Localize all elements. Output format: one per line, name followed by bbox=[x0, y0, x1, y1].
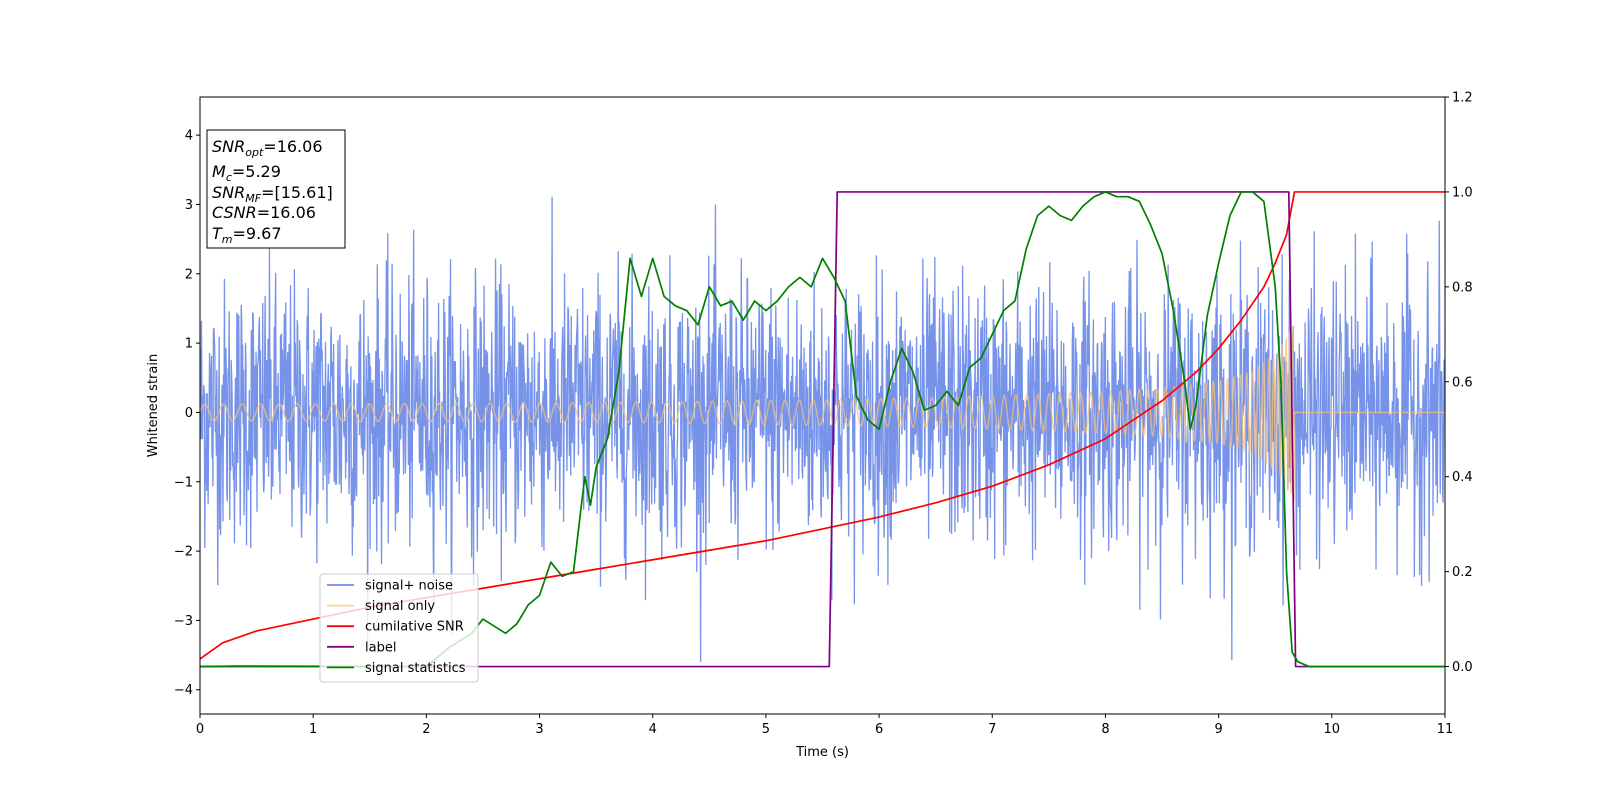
y-left-tick-label: −1 bbox=[174, 475, 193, 490]
annotation-subscript: m bbox=[222, 233, 233, 246]
legend-entry: cumilative SNR bbox=[327, 620, 464, 635]
x-tick-label: 10 bbox=[1324, 722, 1341, 737]
legend-frame bbox=[319, 573, 479, 683]
annotation-symbol: SNR bbox=[212, 137, 245, 156]
y-left-tick-label: 1 bbox=[185, 337, 193, 352]
legend-label: signal statistics bbox=[365, 661, 466, 676]
x-tick-label: 1 bbox=[309, 722, 317, 737]
legend-entry: signal only bbox=[327, 599, 435, 614]
y-right-tick-label: 1.2 bbox=[1452, 91, 1473, 106]
annotation-symbol: CSNR bbox=[212, 203, 257, 222]
y-left-tick-label: 2 bbox=[185, 267, 193, 282]
x-tick-label: 11 bbox=[1437, 722, 1454, 737]
x-tick-label: 4 bbox=[649, 722, 657, 737]
annotation-value: =5.29 bbox=[232, 162, 281, 181]
axes-frame bbox=[199, 96, 1446, 715]
legend-label: label bbox=[365, 640, 396, 655]
y-left-tick-label: −4 bbox=[174, 683, 193, 698]
x-axis-label: Time (s) bbox=[795, 745, 849, 760]
y-left-tick-label: −2 bbox=[174, 545, 193, 560]
series-signal-only-line bbox=[200, 326, 1445, 501]
legend-entry: label bbox=[327, 640, 396, 655]
legend-label: signal only bbox=[365, 599, 435, 614]
y-right-tick-label: 1.0 bbox=[1452, 185, 1473, 200]
series-signal-statistics-line bbox=[200, 191, 1445, 668]
annotation-line: Mc=5.29 bbox=[212, 162, 281, 184]
annotation-line: SNRMF=[15.61] bbox=[212, 183, 333, 205]
annotation-subscript: c bbox=[226, 171, 232, 184]
x-axis: 0 1 2 3 4 5 6 7 8 9 10 11 bbox=[196, 714, 1453, 737]
x-tick-label: 3 bbox=[535, 722, 543, 737]
annotation-box: SNRopt=16.06Mc=5.29SNRMF=[15.61]CSNR=16.… bbox=[206, 129, 346, 249]
annotation-line: CSNR=16.06 bbox=[212, 203, 316, 222]
x-tick-label: 2 bbox=[422, 722, 430, 737]
x-tick-label: 8 bbox=[1101, 722, 1109, 737]
legend-label: signal+ noise bbox=[365, 579, 453, 594]
annotation-value: =16.06 bbox=[263, 137, 322, 156]
y-right-tick-label: 0.0 bbox=[1452, 660, 1473, 675]
x-tick-label: 7 bbox=[988, 722, 996, 737]
y-axis-left: −4 −3 −2 −1 0 1 2 3 4 bbox=[174, 129, 200, 698]
annotation-value: =16.06 bbox=[257, 203, 316, 222]
y-axis-right: 0.0 0.2 0.4 0.6 0.8 1.0 1.2 bbox=[1445, 91, 1473, 675]
annotation-symbol: M bbox=[212, 162, 226, 181]
x-tick-label: 0 bbox=[196, 722, 204, 737]
annotation-line: Tm=9.67 bbox=[212, 224, 282, 246]
annotation-subscript: opt bbox=[245, 146, 264, 159]
y-left-tick-label: 4 bbox=[185, 129, 193, 144]
y-right-tick-label: 0.8 bbox=[1452, 280, 1473, 295]
y-axis-label: Whitened strain bbox=[146, 354, 161, 457]
y-left-tick-label: 3 bbox=[185, 198, 193, 213]
y-right-tick-label: 0.2 bbox=[1452, 565, 1473, 580]
y-right-tick-label: 0.6 bbox=[1452, 375, 1473, 390]
x-tick-label: 6 bbox=[875, 722, 883, 737]
annotation-symbol: SNR bbox=[212, 183, 245, 202]
annotation-value: =[15.61] bbox=[261, 183, 333, 202]
annotation-symbol: T bbox=[212, 224, 223, 243]
annotation-line: SNRopt=16.06 bbox=[212, 137, 323, 159]
annotation-value: =9.67 bbox=[233, 224, 282, 243]
legend-entry: signal statistics bbox=[327, 661, 466, 676]
legend-label: cumilative SNR bbox=[365, 620, 464, 635]
annotation-frame bbox=[206, 129, 346, 249]
legend-entry: signal+ noise bbox=[327, 579, 453, 594]
x-tick-label: 5 bbox=[762, 722, 770, 737]
x-tick-label: 9 bbox=[1214, 722, 1222, 737]
y-left-tick-label: 0 bbox=[185, 406, 193, 421]
y-right-tick-label: 0.4 bbox=[1452, 470, 1473, 485]
y-left-tick-label: −3 bbox=[174, 614, 193, 629]
legend: signal+ noise signal only cumilative SNR la… bbox=[319, 573, 479, 683]
annotation-subscript: MF bbox=[245, 192, 261, 205]
series-signal-noise-line bbox=[200, 196, 1445, 663]
